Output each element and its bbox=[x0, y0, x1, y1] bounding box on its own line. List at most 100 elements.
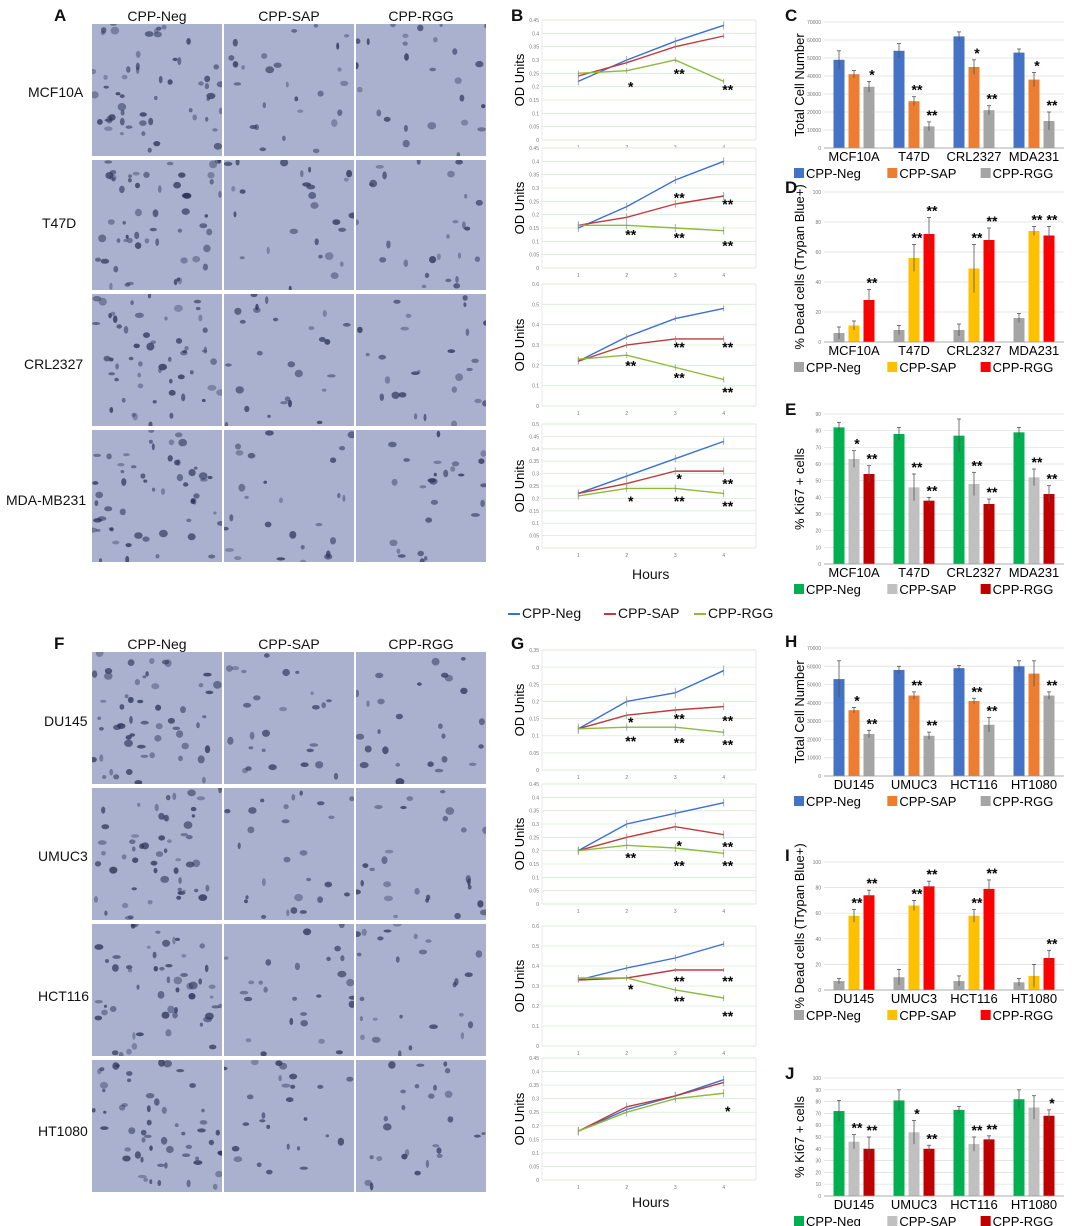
cell-texture bbox=[94, 924, 222, 1056]
panel-label-c: C bbox=[785, 6, 798, 25]
cell-nucleus bbox=[360, 1034, 365, 1041]
cell-nucleus bbox=[337, 970, 347, 978]
y-tick-label: 0.6 bbox=[532, 282, 539, 288]
microscopy-image bbox=[356, 294, 486, 426]
cell-nucleus bbox=[460, 827, 467, 833]
cell-nucleus bbox=[338, 227, 347, 232]
x-tick-label: 1 bbox=[577, 775, 580, 781]
cell-nucleus bbox=[132, 412, 138, 421]
cell-nucleus bbox=[356, 38, 361, 44]
cell-nucleus bbox=[447, 1116, 454, 1123]
cell-nucleus bbox=[92, 481, 99, 485]
cell-nucleus bbox=[306, 748, 314, 753]
cell-nucleus bbox=[231, 186, 236, 192]
y-axis-label: OD Units bbox=[512, 53, 527, 106]
cell-nucleus bbox=[101, 27, 107, 34]
cell-nucleus bbox=[455, 373, 464, 381]
cell-nucleus bbox=[215, 1170, 222, 1178]
cell-nucleus bbox=[205, 1012, 214, 1020]
cell-nucleus bbox=[111, 177, 116, 182]
cell-nucleus bbox=[303, 928, 312, 936]
cell-nucleus bbox=[218, 1003, 222, 1009]
y-tick-label: 0.45 bbox=[529, 434, 539, 440]
cell-nucleus bbox=[202, 776, 206, 784]
bar bbox=[833, 1111, 845, 1196]
cell-nucleus bbox=[444, 1090, 453, 1098]
category-label: MDA231 bbox=[1009, 149, 1060, 164]
cell-nucleus bbox=[365, 352, 370, 357]
cell-nucleus bbox=[443, 1061, 448, 1067]
bar bbox=[1043, 1115, 1055, 1196]
cell-nucleus bbox=[149, 752, 155, 759]
cell-nucleus bbox=[228, 55, 235, 61]
cell-nucleus bbox=[232, 61, 239, 68]
y-tick-label: 0 bbox=[818, 146, 821, 152]
cell-nucleus bbox=[451, 420, 458, 426]
cell-nucleus bbox=[147, 900, 153, 905]
line-chart-b2: 0 0.05 0.1 0.15 0.2 0.25 0.3 0.35 0.4 0.45 1 2 3 4 OD … bbox=[512, 146, 757, 279]
cell-nucleus bbox=[213, 681, 222, 689]
panel-label-f: F bbox=[54, 634, 65, 653]
y-tick-label: 20000 bbox=[807, 110, 821, 116]
cell-nucleus bbox=[235, 160, 240, 166]
row-label-crl2327: CRL2327 bbox=[24, 356, 84, 372]
cell-nucleus bbox=[408, 1045, 413, 1051]
x-tick-label: 4 bbox=[722, 273, 725, 279]
x-tick-label: 3 bbox=[674, 1051, 677, 1057]
cell-nucleus bbox=[481, 104, 486, 109]
cell-nucleus bbox=[479, 909, 486, 916]
cell-nucleus bbox=[182, 350, 187, 354]
cell-nucleus bbox=[383, 1115, 388, 1122]
cell-nucleus bbox=[163, 848, 168, 853]
cell-nucleus bbox=[204, 214, 208, 218]
legend-label: CPP-Neg bbox=[806, 582, 861, 597]
cell-nucleus bbox=[369, 1155, 374, 1160]
y-tick-label: 0.25 bbox=[529, 835, 539, 841]
bar bbox=[983, 504, 995, 564]
cell-nucleus bbox=[196, 722, 200, 729]
microscopy-image bbox=[92, 430, 222, 562]
cell-nucleus bbox=[146, 1105, 151, 1113]
cell-nucleus bbox=[95, 491, 104, 499]
y-tick-label: 0.35 bbox=[529, 45, 539, 51]
cell-nucleus bbox=[109, 1006, 117, 1012]
cell-nucleus bbox=[310, 202, 319, 209]
cell-nucleus bbox=[159, 966, 165, 971]
bar bbox=[953, 36, 965, 148]
series-line bbox=[578, 224, 724, 232]
cell-nucleus bbox=[205, 884, 210, 892]
cell-nucleus bbox=[235, 450, 244, 456]
cell-nucleus bbox=[143, 171, 150, 178]
cell-nucleus bbox=[390, 24, 396, 28]
cell-nucleus bbox=[418, 949, 428, 955]
cell-nucleus bbox=[261, 914, 267, 919]
cell-nucleus bbox=[265, 430, 274, 436]
cell-nucleus bbox=[361, 928, 367, 936]
y-tick-label: 30 bbox=[815, 1159, 821, 1165]
cell-nucleus bbox=[189, 1083, 196, 1088]
bar bbox=[848, 459, 860, 564]
cell-nucleus bbox=[175, 987, 180, 993]
cell-nucleus bbox=[176, 474, 184, 482]
cell-nucleus bbox=[161, 24, 167, 30]
y-tick-label: 0 bbox=[536, 404, 539, 410]
significance-marker: ** bbox=[927, 482, 938, 498]
y-tick-label: 60000 bbox=[807, 664, 821, 670]
cell-nucleus bbox=[403, 458, 410, 462]
cell-nucleus bbox=[282, 135, 286, 141]
cell-nucleus bbox=[261, 748, 266, 753]
cell-nucleus bbox=[97, 1068, 102, 1075]
cell-nucleus bbox=[483, 320, 486, 326]
legend-label: CPP-SAP bbox=[899, 1008, 956, 1023]
cell-nucleus bbox=[92, 68, 97, 75]
cell-nucleus bbox=[203, 244, 211, 253]
cell-nucleus bbox=[233, 1156, 243, 1163]
legend-swatch bbox=[794, 584, 804, 594]
cell-nucleus bbox=[177, 277, 183, 285]
cell-nucleus bbox=[181, 1131, 186, 1136]
cell-nucleus bbox=[316, 420, 323, 425]
cell-nucleus bbox=[143, 479, 148, 483]
microscopy-image bbox=[224, 160, 354, 290]
cell-nucleus bbox=[349, 796, 354, 802]
